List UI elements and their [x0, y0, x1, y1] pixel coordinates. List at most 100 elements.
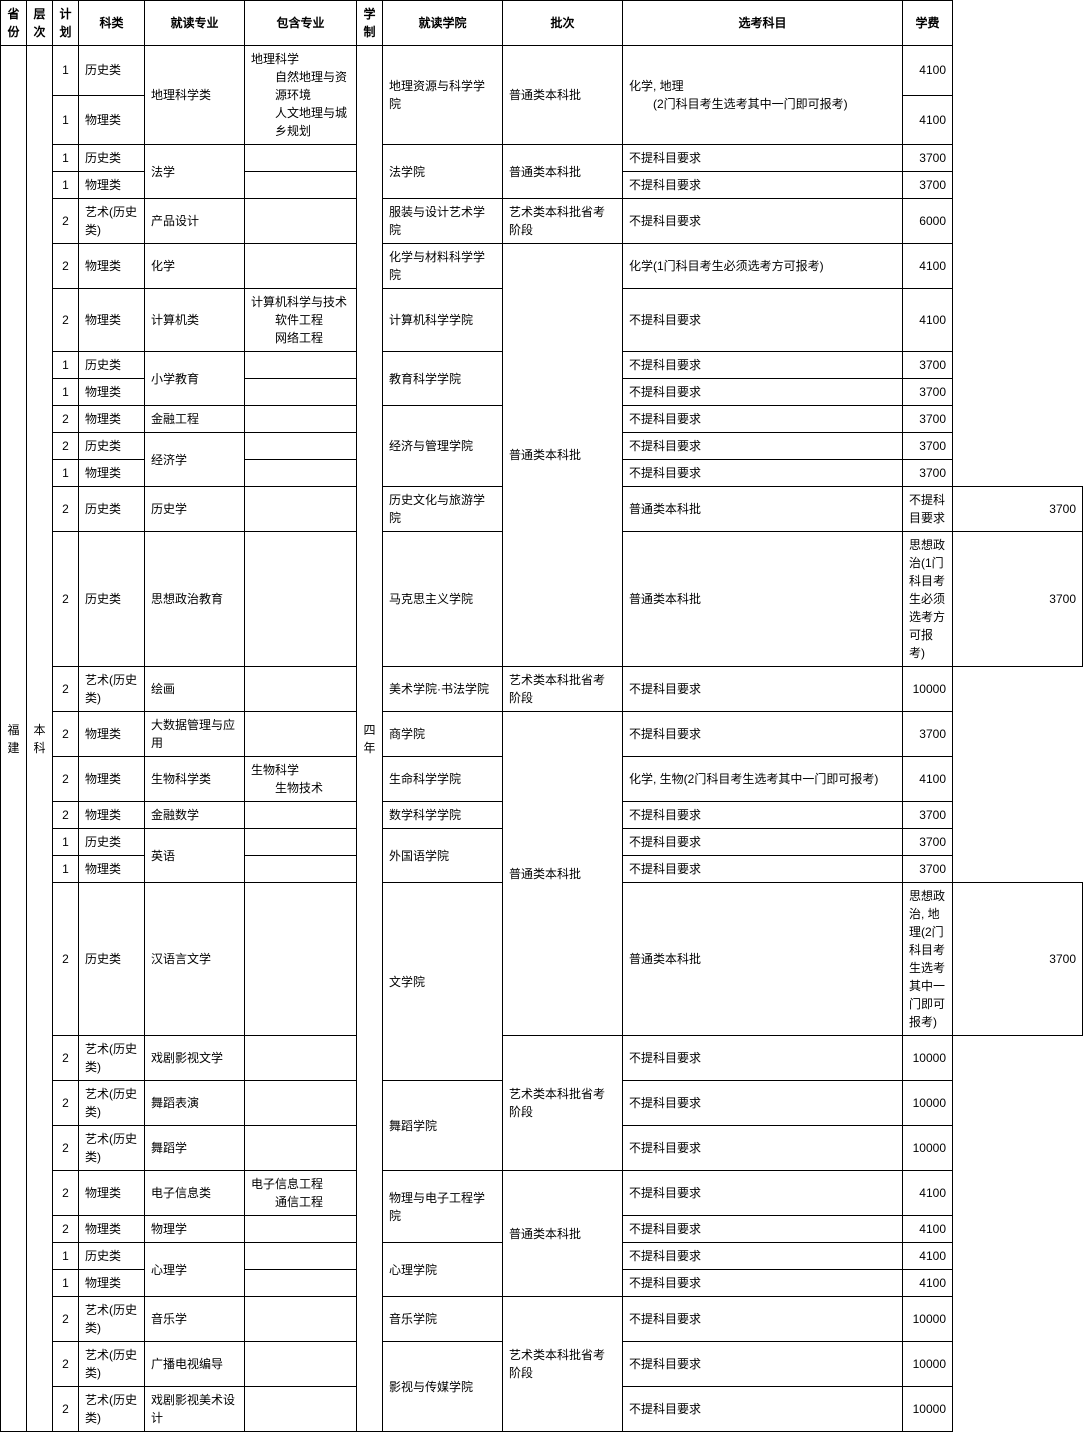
cell: 物理类: [79, 460, 145, 487]
col-header: 计划: [53, 1, 79, 46]
cell: 地理资源与科学学院: [383, 46, 503, 145]
cell: 艺术(历史类): [79, 1387, 145, 1432]
cell: 1: [53, 379, 79, 406]
cell: 4100: [903, 1171, 953, 1216]
cell: 3700: [903, 433, 953, 460]
cell: 不提科目要求: [623, 379, 903, 406]
table-row: 2艺术(历史类)音乐学音乐学院艺术类本科批省考阶段不提科目要求10000: [1, 1297, 1083, 1342]
cell: 不提科目要求: [623, 1036, 903, 1081]
cell: [245, 379, 357, 406]
cell: 2: [53, 406, 79, 433]
cell: 物理类: [79, 1270, 145, 1297]
cell: 不提科目要求: [623, 1270, 903, 1297]
cell: 美术学院·书法学院: [383, 667, 503, 712]
cell: 普通类本科批: [503, 244, 623, 667]
cell: 历史文化与旅游学院: [383, 487, 503, 532]
cell: 舞蹈学: [145, 1126, 245, 1171]
cell: 10000: [903, 1297, 953, 1342]
cell: 3700: [953, 532, 1083, 667]
cell: 3700: [903, 379, 953, 406]
cell: 物理类: [79, 856, 145, 883]
cell: 经济学: [145, 433, 245, 487]
cell: 4100: [903, 244, 953, 289]
table-row: 1历史类法学法学院普通类本科批不提科目要求3700: [1, 145, 1083, 172]
cell: 化学(1门科目考生必须选考方可报考): [623, 244, 903, 289]
col-header: 层次: [27, 1, 53, 46]
cell: 4100: [903, 757, 953, 802]
cell: 艺术类本科批省考阶段: [503, 199, 623, 244]
cell: 物理类: [79, 406, 145, 433]
cell: 2: [53, 757, 79, 802]
cell: 2: [53, 1387, 79, 1432]
cell: 1: [53, 1270, 79, 1297]
cell: 电子信息类: [145, 1171, 245, 1216]
cell: 1: [53, 1243, 79, 1270]
table-row: 2物理类大数据管理与应用商学院普通类本科批不提科目要求3700: [1, 712, 1083, 757]
cell: 文学院: [383, 883, 503, 1081]
cell: 2: [53, 244, 79, 289]
cell: 外国语学院: [383, 829, 503, 883]
cell: [245, 883, 357, 1036]
cell: 1: [53, 856, 79, 883]
cell: 2: [53, 1342, 79, 1387]
cell: 历史类: [79, 46, 145, 96]
cell: 不提科目要求: [623, 406, 903, 433]
cell: 普通类本科批: [503, 46, 623, 145]
table-row: 2物理类电子信息类电子信息工程通信工程物理与电子工程学院普通类本科批不提科目要求…: [1, 1171, 1083, 1216]
cell: 电子信息工程通信工程: [245, 1171, 357, 1216]
cell: 10000: [903, 1126, 953, 1171]
cell: 普通类本科批: [623, 487, 903, 532]
cell: 思想政治教育: [145, 532, 245, 667]
cell: 4100: [903, 289, 953, 352]
cell: 3700: [903, 712, 953, 757]
cell: 思想政治(1门科目考生必须选考方可报考): [903, 532, 953, 667]
cell: 生命科学学院: [383, 757, 503, 802]
cell: 物理类: [79, 379, 145, 406]
cell: 2: [53, 712, 79, 757]
cell: [245, 244, 357, 289]
cell: 10000: [903, 1081, 953, 1126]
cell: 不提科目要求: [623, 145, 903, 172]
cell: 戏剧影视文学: [145, 1036, 245, 1081]
cell: 法学院: [383, 145, 503, 199]
cell: 不提科目要求: [623, 172, 903, 199]
col-header: 科类: [79, 1, 145, 46]
cell: 历史类: [79, 145, 145, 172]
cell: 普通类本科批: [623, 532, 903, 667]
cell: 舞蹈表演: [145, 1081, 245, 1126]
cell: 物理类: [79, 95, 145, 145]
cell: 心理学院: [383, 1243, 503, 1297]
cell: 10000: [903, 1036, 953, 1081]
cell: 历史类: [79, 352, 145, 379]
cell: 教育科学学院: [383, 352, 503, 406]
cell: 物理类: [79, 757, 145, 802]
cell: 3700: [903, 145, 953, 172]
cell: [245, 532, 357, 667]
cell: [245, 433, 357, 460]
col-header: 就读专业: [145, 1, 245, 46]
cell: 2: [53, 1081, 79, 1126]
cell: [245, 406, 357, 433]
cell: 小学教育: [145, 352, 245, 406]
table-row: 2艺术(历史类)绘画美术学院·书法学院艺术类本科批省考阶段不提科目要求10000: [1, 667, 1083, 712]
cell: 计算机科学与技术软件工程网络工程: [245, 289, 357, 352]
cell: 不提科目要求: [903, 487, 953, 532]
cell: 2: [53, 883, 79, 1036]
cell: [245, 352, 357, 379]
cell: 3700: [953, 487, 1083, 532]
cell: 历史类: [79, 532, 145, 667]
cell: 金融工程: [145, 406, 245, 433]
cell: 福建: [1, 46, 27, 1432]
cell: 大数据管理与应用: [145, 712, 245, 757]
cell: 物理学: [145, 1216, 245, 1243]
cell: 1: [53, 352, 79, 379]
cell: 不提科目要求: [623, 1243, 903, 1270]
cell: 英语: [145, 829, 245, 883]
cell: 本科: [27, 46, 53, 1432]
cell: 不提科目要求: [623, 289, 903, 352]
cell: 广播电视编导: [145, 1342, 245, 1387]
cell: 地理科学类: [145, 46, 245, 145]
col-header: 包含专业: [245, 1, 357, 46]
cell: 化学与材料科学学院: [383, 244, 503, 289]
cell: 不提科目要求: [623, 1216, 903, 1243]
